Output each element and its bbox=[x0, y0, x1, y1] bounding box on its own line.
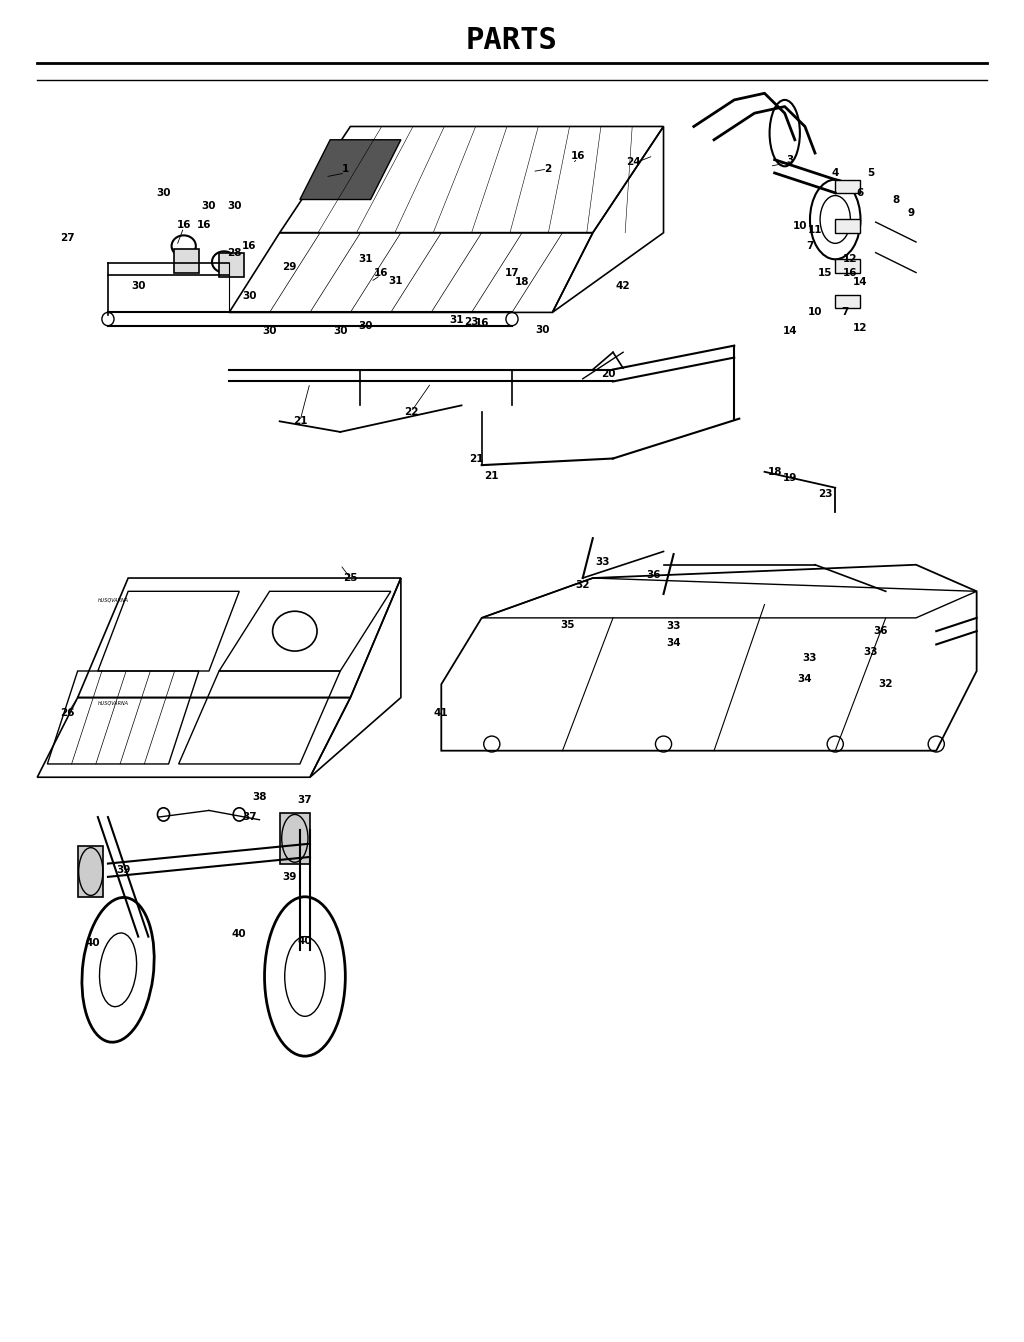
Text: 10: 10 bbox=[808, 307, 822, 318]
Text: 9: 9 bbox=[907, 208, 914, 217]
Text: 16: 16 bbox=[474, 318, 488, 327]
Text: 38: 38 bbox=[252, 792, 266, 803]
Text: 42: 42 bbox=[615, 280, 631, 291]
Text: 36: 36 bbox=[646, 570, 660, 580]
Text: 30: 30 bbox=[536, 325, 550, 334]
Text: 14: 14 bbox=[782, 326, 797, 336]
Text: 16: 16 bbox=[242, 242, 257, 251]
Text: 39: 39 bbox=[116, 866, 130, 875]
Text: 27: 27 bbox=[60, 234, 75, 243]
Text: 17: 17 bbox=[505, 267, 519, 278]
Text: 40: 40 bbox=[232, 929, 247, 939]
Text: 30: 30 bbox=[202, 201, 216, 211]
Text: 6: 6 bbox=[857, 188, 864, 197]
Text: 37: 37 bbox=[242, 812, 257, 823]
Text: 15: 15 bbox=[818, 267, 833, 278]
Text: 30: 30 bbox=[131, 280, 145, 291]
Text: 34: 34 bbox=[798, 674, 812, 684]
Text: 30: 30 bbox=[262, 326, 276, 336]
Text: 28: 28 bbox=[227, 248, 242, 258]
Text: 10: 10 bbox=[793, 221, 807, 231]
Text: 40: 40 bbox=[298, 935, 312, 946]
Text: 4: 4 bbox=[831, 168, 839, 178]
Text: 12: 12 bbox=[843, 254, 858, 264]
Text: 18: 18 bbox=[515, 276, 529, 287]
Text: 37: 37 bbox=[298, 794, 312, 805]
Bar bbox=[280, 813, 310, 863]
Text: 23: 23 bbox=[464, 317, 479, 326]
Text: 21: 21 bbox=[293, 416, 307, 427]
Text: 29: 29 bbox=[283, 262, 297, 272]
Text: 40: 40 bbox=[85, 938, 100, 949]
Text: 32: 32 bbox=[575, 580, 590, 589]
Text: 33: 33 bbox=[803, 652, 817, 663]
Text: 16: 16 bbox=[843, 267, 858, 278]
Text: 8: 8 bbox=[892, 195, 899, 204]
Text: 19: 19 bbox=[782, 474, 797, 483]
Text: 7: 7 bbox=[842, 307, 849, 318]
Text: 16: 16 bbox=[374, 267, 388, 278]
Text: 30: 30 bbox=[227, 201, 242, 211]
Text: 26: 26 bbox=[60, 709, 75, 718]
Text: 2: 2 bbox=[544, 164, 551, 174]
Text: 30: 30 bbox=[242, 291, 257, 302]
Bar bbox=[219, 252, 245, 276]
Text: HUSQVARNA: HUSQVARNA bbox=[98, 701, 129, 705]
Bar bbox=[836, 295, 860, 309]
Text: 33: 33 bbox=[596, 557, 610, 568]
Text: 23: 23 bbox=[818, 490, 833, 499]
Text: 12: 12 bbox=[853, 323, 867, 333]
Text: 18: 18 bbox=[767, 467, 782, 476]
Bar bbox=[836, 259, 860, 272]
Text: 11: 11 bbox=[808, 225, 822, 235]
Text: 14: 14 bbox=[853, 276, 867, 287]
Text: 33: 33 bbox=[863, 647, 878, 658]
Text: 31: 31 bbox=[388, 275, 403, 286]
Text: 30: 30 bbox=[157, 188, 171, 197]
Text: PARTS: PARTS bbox=[466, 25, 558, 55]
Text: 16: 16 bbox=[197, 220, 211, 229]
Text: 24: 24 bbox=[626, 157, 641, 168]
Text: 3: 3 bbox=[786, 154, 794, 165]
Text: 1: 1 bbox=[342, 164, 349, 174]
Text: 16: 16 bbox=[176, 220, 190, 229]
Text: 25: 25 bbox=[343, 573, 357, 582]
Text: 7: 7 bbox=[806, 242, 814, 251]
Text: 41: 41 bbox=[434, 709, 449, 718]
Text: 31: 31 bbox=[358, 254, 373, 264]
Text: 30: 30 bbox=[358, 321, 373, 330]
Polygon shape bbox=[300, 140, 400, 200]
Text: 31: 31 bbox=[450, 315, 464, 325]
Text: 30: 30 bbox=[333, 326, 347, 336]
Text: 35: 35 bbox=[560, 620, 574, 629]
Text: 32: 32 bbox=[879, 679, 893, 690]
Text: 21: 21 bbox=[484, 471, 499, 480]
Text: 33: 33 bbox=[667, 621, 681, 631]
Bar bbox=[78, 847, 102, 896]
Text: 21: 21 bbox=[469, 454, 484, 463]
Text: 34: 34 bbox=[667, 637, 681, 648]
Bar bbox=[174, 248, 199, 272]
Text: HUSQVARNA: HUSQVARNA bbox=[98, 599, 129, 603]
Text: 39: 39 bbox=[283, 872, 297, 882]
Text: 16: 16 bbox=[570, 150, 585, 161]
Text: 22: 22 bbox=[403, 407, 418, 417]
Bar bbox=[836, 180, 860, 193]
Text: 36: 36 bbox=[873, 627, 888, 636]
Text: 5: 5 bbox=[867, 168, 874, 178]
Bar bbox=[836, 220, 860, 232]
Text: 20: 20 bbox=[601, 369, 615, 378]
